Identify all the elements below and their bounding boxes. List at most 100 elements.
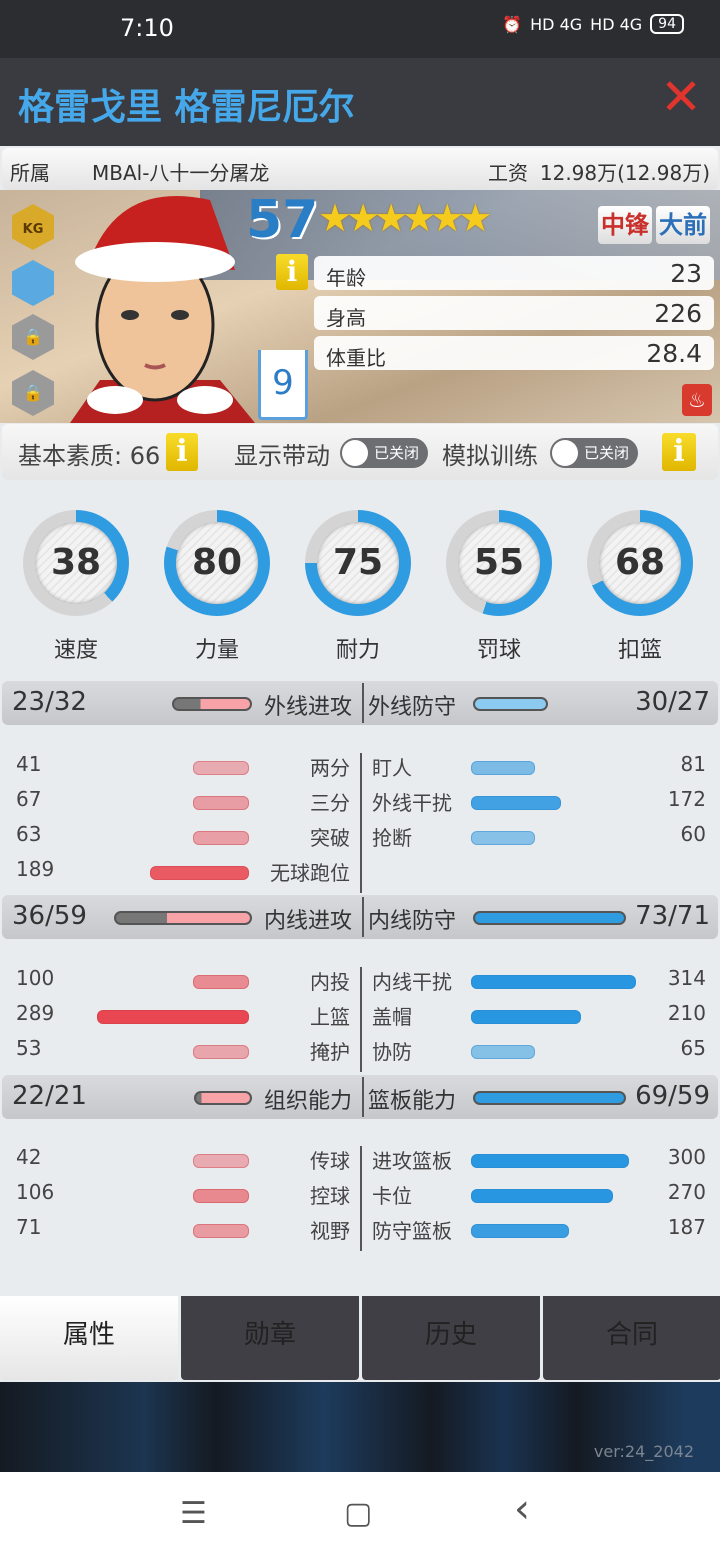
salary-value: 12.98万(12.98万) xyxy=(539,161,710,185)
position-primary: 中锋 xyxy=(598,206,652,244)
attack-stat-bar xyxy=(149,866,249,880)
stat-label: 两分 xyxy=(310,756,350,780)
player-badge-icon[interactable] xyxy=(12,260,54,306)
prop-height: 身高 226 xyxy=(314,296,714,330)
attribute-ring[interactable]: 38 xyxy=(23,510,129,616)
defense-stat-bar xyxy=(471,1224,570,1238)
attribute-ring[interactable]: 80 xyxy=(164,510,270,616)
defense-stat-bar xyxy=(471,1045,535,1059)
stat-value: 100 xyxy=(16,966,55,990)
attack-stat-bar xyxy=(193,1045,249,1059)
divider xyxy=(362,1077,364,1117)
left-title: 组织能力 xyxy=(263,1089,352,1114)
stat-label: 抢断 xyxy=(372,826,412,850)
defense-summary-bar xyxy=(473,697,548,711)
attack-stat-bar xyxy=(193,1224,249,1238)
prop-value: 226 xyxy=(654,299,702,328)
player-name: 格雷戈里 格雷尼厄尔 xyxy=(18,87,355,128)
attack-summary-bar xyxy=(114,911,252,925)
attribute-ring[interactable]: 75 xyxy=(305,510,411,616)
show-label: 显示带动 xyxy=(234,442,330,470)
kg-badge-icon[interactable]: KG xyxy=(12,204,54,250)
left-title: 内线进攻 xyxy=(263,909,352,934)
defense-summary-bar xyxy=(473,911,626,925)
stat-label: 上篮 xyxy=(310,1005,350,1029)
signal-icon: HD 4G xyxy=(530,14,583,34)
lock-icon[interactable]: 🔒 xyxy=(12,370,54,416)
info-bar: 所属 MBAl-八十一分屠龙 工资 12.98万(12.98万) xyxy=(2,148,718,190)
section-header: 23/32 外线进攻 外线防守 30/27 xyxy=(2,681,718,725)
stat-value: 63 xyxy=(16,822,42,846)
player-avatar xyxy=(70,196,255,423)
info-icon[interactable]: i xyxy=(276,254,308,290)
tab-3[interactable]: 合同 xyxy=(543,1296,720,1380)
player-card: KG 🔒 🔒 57 ★★★★★★ 中锋 大前 i 年龄 23 身高 226 体重比 2… xyxy=(0,190,720,423)
defense-stat-bar xyxy=(471,761,535,775)
ring-label: 扣篮 xyxy=(617,638,662,663)
attack-stat-bar xyxy=(193,1154,249,1168)
stat-value: 71 xyxy=(16,1215,42,1239)
info-icon[interactable]: i xyxy=(662,433,696,471)
defense-summary-bar xyxy=(473,1091,626,1105)
salary-label: 工资 xyxy=(488,161,528,185)
fire-icon[interactable]: ♨ xyxy=(682,384,712,416)
back-icon[interactable]: ‹ xyxy=(514,1486,530,1532)
stat-value: 289 xyxy=(16,1001,55,1025)
prop-value: 23 xyxy=(670,259,702,288)
tab-1[interactable]: 勋章 xyxy=(181,1296,359,1380)
defense-stat-bar xyxy=(471,1189,613,1203)
signal-icon-2: HD 4G xyxy=(590,14,643,34)
divider xyxy=(360,1146,362,1251)
defense-stat-bar xyxy=(471,975,636,989)
stat-value: 60 xyxy=(680,822,706,846)
base-quality: 基本素质: 66 xyxy=(18,442,161,470)
stat-label: 无球跑位 xyxy=(270,861,350,885)
info-icon[interactable]: i xyxy=(166,433,198,471)
toggle-row: 基本素质: 66 i 显示带动 已关闭 模拟训练 已关闭 i xyxy=(2,424,718,480)
divider xyxy=(360,967,362,1072)
ring-label: 速度 xyxy=(53,638,98,663)
tab-0[interactable]: 属性 xyxy=(0,1296,178,1380)
tab-2[interactable]: 历史 xyxy=(362,1296,540,1380)
stat-label: 传球 xyxy=(310,1149,350,1173)
stat-value: 67 xyxy=(16,787,42,811)
stat-label: 内投 xyxy=(310,970,350,994)
right-title: 内线防守 xyxy=(368,909,457,934)
attribute-ring[interactable]: 68 xyxy=(587,510,693,616)
stat-value: 314 xyxy=(667,966,706,990)
attack-summary-bar xyxy=(172,697,252,711)
ring-label: 耐力 xyxy=(335,638,380,663)
prop-label: 年龄 xyxy=(326,266,366,290)
train-toggle[interactable]: 已关闭 xyxy=(550,438,638,468)
right-score: 69/59 xyxy=(635,1081,710,1111)
defense-stat-bar xyxy=(471,1154,629,1168)
right-score: 30/27 xyxy=(635,687,710,717)
stat-value: 53 xyxy=(16,1036,42,1060)
position-secondary: 大前 xyxy=(656,206,710,244)
home-icon[interactable]: ▢ xyxy=(344,1496,373,1531)
overall-rating: 57 xyxy=(246,190,319,250)
train-label: 模拟训练 xyxy=(442,442,538,470)
stat-label: 盯人 xyxy=(372,756,412,780)
defense-stat-bar xyxy=(471,831,535,845)
attack-stat-bar xyxy=(193,1189,249,1203)
ring-value: 38 xyxy=(35,522,117,604)
stat-label: 防守篮板 xyxy=(372,1219,452,1243)
menu-icon[interactable]: ☰ xyxy=(180,1496,207,1531)
clock: 7:10 xyxy=(120,14,174,42)
ring-value: 55 xyxy=(458,522,540,604)
stat-label: 协防 xyxy=(372,1040,412,1064)
stat-value: 300 xyxy=(667,1145,706,1169)
status-bar: 7:10 ⏰ HD 4G HD 4G 94 xyxy=(0,0,720,58)
show-toggle[interactable]: 已关闭 xyxy=(340,438,428,468)
close-icon[interactable]: ✕ xyxy=(660,68,702,126)
version-label: ver:24_2042 xyxy=(593,1442,694,1461)
right-title: 篮板能力 xyxy=(368,1089,457,1114)
divider xyxy=(362,683,364,723)
attribute-ring[interactable]: 55 xyxy=(446,510,552,616)
lock-icon[interactable]: 🔒 xyxy=(12,314,54,360)
stat-label: 掩护 xyxy=(310,1040,350,1064)
stat-value: 187 xyxy=(667,1215,706,1239)
ring-value: 80 xyxy=(176,522,258,604)
prop-weight-ratio: 体重比 28.4 xyxy=(314,336,714,370)
